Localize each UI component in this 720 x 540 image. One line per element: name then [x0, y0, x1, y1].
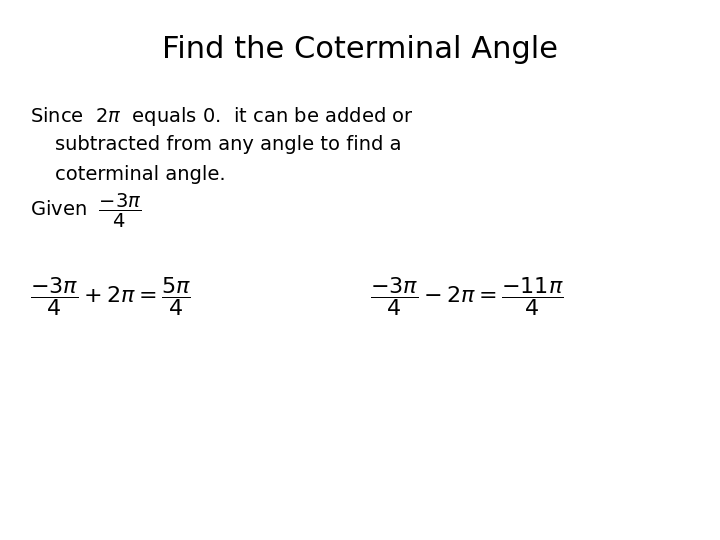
- Text: Since  $2\pi$  equals 0.  it can be added or: Since $2\pi$ equals 0. it can be added o…: [30, 105, 413, 128]
- Text: $\dfrac{-3\pi}{4} + 2\pi = \dfrac{5\pi}{4}$: $\dfrac{-3\pi}{4} + 2\pi = \dfrac{5\pi}{…: [30, 275, 191, 318]
- Text: Given  $\dfrac{-3\pi}{4}$: Given $\dfrac{-3\pi}{4}$: [30, 192, 142, 230]
- Text: subtracted from any angle to find a: subtracted from any angle to find a: [55, 135, 402, 154]
- Text: coterminal angle.: coterminal angle.: [55, 165, 225, 184]
- Text: $\dfrac{-3\pi}{4} - 2\pi = \dfrac{-11\pi}{4}$: $\dfrac{-3\pi}{4} - 2\pi = \dfrac{-11\pi…: [370, 275, 564, 318]
- Text: Find the Coterminal Angle: Find the Coterminal Angle: [162, 35, 558, 64]
